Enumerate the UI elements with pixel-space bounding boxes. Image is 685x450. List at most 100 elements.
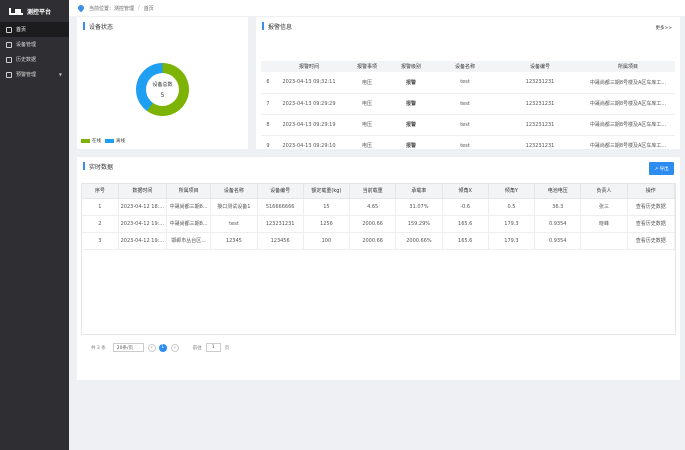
- cell: test: [210, 215, 258, 233]
- rt-col-project: 所属项目: [166, 184, 212, 199]
- legend-swatch-offline: [105, 138, 114, 143]
- alarm-col-device-id: 设备编号: [529, 64, 550, 70]
- cell: 12345: [210, 232, 258, 250]
- sidebar-item-label: 历史数据: [16, 57, 37, 63]
- cell: 8: [261, 114, 275, 136]
- view-history-link[interactable]: 查看历史数据: [627, 232, 676, 250]
- cell: 123456: [257, 232, 304, 250]
- cell: 邯郸市丛台区...: [166, 232, 212, 250]
- cell: 123231231: [499, 72, 581, 94]
- pagination: 共 3 条 20条/页 ‹ 1 › 前往 1 页: [91, 343, 229, 352]
- sidebar-item-home[interactable]: 首页: [0, 22, 69, 37]
- app-logo: 测控平台: [0, 0, 69, 22]
- cell: 2023-04-12 18:...: [118, 198, 167, 216]
- cell: test: [431, 135, 499, 157]
- cell: 2023-04-13 09:29:29: [275, 93, 343, 115]
- breadcrumb-separator: /: [138, 5, 140, 11]
- legend-offline[interactable]: 离线: [105, 138, 125, 144]
- legend-swatch-online: [81, 138, 90, 143]
- donut-label: 设备总数: [152, 81, 173, 88]
- cell: 3: [82, 232, 119, 250]
- pagination-total: 共 3 条: [91, 345, 106, 351]
- cell: 2000.66: [349, 215, 397, 233]
- cell: 123231231: [499, 114, 581, 136]
- alarm-info-panel: 报警信息 更多>> 报警时间 报警事项 报警级别 设备名称 设备编号 所属项目 …: [256, 17, 680, 157]
- cell: test: [431, 93, 499, 115]
- rt-col-index: 序号: [82, 184, 119, 199]
- view-history-link[interactable]: 查看历史数据: [627, 215, 676, 233]
- goto-suffix: 页: [224, 345, 230, 351]
- alarm-info-title: 报警信息: [256, 17, 680, 35]
- cell: 2: [82, 215, 119, 233]
- alarm-level-badge: 报警: [391, 93, 431, 115]
- alarm-col-project: 所属项目: [617, 64, 638, 70]
- table-row[interactable]: 2 2023-04-12 19:... 中晟尚都三期8... test 1232…: [82, 215, 676, 233]
- cell: 2023-04-13 09:32:11: [275, 72, 343, 94]
- legend-online[interactable]: 在线: [81, 138, 101, 144]
- sidebar-item-alarm-management[interactable]: 预警管理 ▼: [0, 67, 69, 82]
- cell: 中晟尚都三期8号楼及A区车库工...: [581, 93, 675, 115]
- cell: 张三: [580, 198, 628, 216]
- cell: 179.3: [488, 232, 536, 250]
- sidebar-item-device-management[interactable]: 设备管理: [0, 37, 69, 52]
- donut-center: 设备总数 5: [146, 73, 179, 106]
- cell: 中晟尚都三期8...: [166, 215, 212, 233]
- sidebar-item-label: 预警管理: [16, 72, 37, 78]
- cell: 0.5: [488, 198, 536, 216]
- cell: 接口测试设备1: [210, 198, 258, 216]
- cell: 2023-04-12 19:...: [118, 215, 167, 233]
- table-row[interactable]: 3 2023-04-12 19:... 邯郸市丛台区... 12345 1234…: [82, 232, 676, 250]
- table-row[interactable]: 1 2023-04-12 18:... 中晟尚都三期8... 接口测试设备1 5…: [82, 198, 676, 216]
- realtime-table-header: 序号 数据时间 所属项目 设备名称 设备编号 额定载重(kg) 当前载重 承载率…: [82, 184, 676, 199]
- next-page-button[interactable]: ›: [170, 343, 179, 352]
- goto-page-input[interactable]: 1: [205, 343, 221, 352]
- cell: 123231231: [499, 93, 581, 115]
- table-row[interactable]: 7 2023-04-13 09:29:29 电压 报警 test 1232312…: [261, 93, 675, 115]
- alarm-level-badge: 报警: [391, 135, 431, 157]
- cell: 中晟尚都三期8号楼及A区车库工...: [581, 114, 675, 136]
- alarm-col-item: 报警事项: [356, 64, 377, 70]
- realtime-data-panel: 实时数据 ↗ 导出 序号 数据时间 所属项目 设备名称 设备编号 额定载重(kg…: [77, 157, 680, 380]
- app-title: 测控平台: [27, 8, 52, 16]
- page-number-current[interactable]: 1: [158, 343, 167, 352]
- device-icon: [6, 41, 12, 48]
- cell: [580, 232, 628, 250]
- rt-col-battery: 电池电压: [534, 184, 582, 199]
- cell: 晓峰: [580, 215, 628, 233]
- cell: 电压: [343, 135, 391, 157]
- alarm-level-badge: 报警: [391, 72, 431, 94]
- table-row[interactable]: 8 2023-04-13 09:29:19 电压 报警 test 1232312…: [261, 114, 675, 136]
- prev-page-button[interactable]: ‹: [147, 343, 156, 352]
- table-row[interactable]: 6 2023-04-13 09:32:11 电压 报警 test 1232312…: [261, 72, 675, 94]
- logo-icon: [9, 7, 23, 15]
- export-button[interactable]: ↗ 导出: [649, 162, 674, 175]
- device-status-panel: 设备状态 设备总数 5 在线 离线: [77, 17, 248, 149]
- cell: 0.9354: [534, 215, 582, 233]
- alarm-more-link[interactable]: 更多>>: [655, 26, 672, 31]
- cell: 516666666: [257, 198, 304, 216]
- cell: 2000.66: [349, 232, 397, 250]
- donut-total: 5: [160, 91, 165, 99]
- cell: 165.6: [442, 232, 489, 250]
- cell: 179.3: [488, 215, 536, 233]
- page-size-select[interactable]: 20条/页: [112, 343, 144, 352]
- donut-legend: 在线 离线: [81, 138, 125, 144]
- cell: 6: [261, 72, 275, 94]
- breadcrumb-prefix: 当前位置：: [89, 5, 115, 12]
- breadcrumb-section[interactable]: 测控管理: [114, 5, 135, 12]
- cell: 2023-04-13 09:29:19: [275, 114, 343, 136]
- alarm-table: 报警时间 报警事项 报警级别 设备名称 设备编号 所属项目 6 2023-04-…: [261, 61, 675, 157]
- view-history-link[interactable]: 查看历史数据: [627, 198, 676, 216]
- realtime-table-container[interactable]: 序号 数据时间 所属项目 设备名称 设备编号 额定载重(kg) 当前载重 承载率…: [81, 183, 676, 335]
- rt-col-device-id: 设备编号: [257, 184, 304, 199]
- cell: 中晟尚都三期8号楼及A区车库工...: [581, 135, 675, 157]
- rt-col-load-rate: 承载率: [395, 184, 443, 199]
- breadcrumb-current: 首页: [143, 5, 154, 12]
- device-status-donut-chart: 设备总数 5: [136, 63, 189, 116]
- cell: 2023-04-13 09:29:10: [275, 135, 343, 157]
- alarm-col-device-name: 设备名称: [454, 64, 475, 70]
- table-row[interactable]: 9 2023-04-13 09:29:10 电压 报警 test 1232312…: [261, 135, 675, 157]
- sidebar-item-history-data[interactable]: 历史数据: [0, 52, 69, 67]
- rt-col-action: 操作: [627, 184, 676, 199]
- cell: 123231231: [257, 215, 304, 233]
